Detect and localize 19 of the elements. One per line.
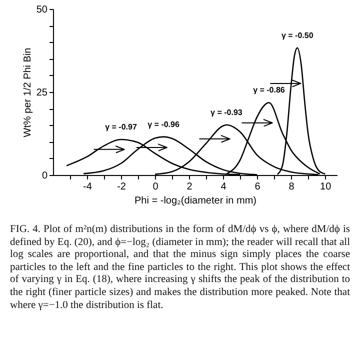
series-label: γ = -0.50 bbox=[281, 30, 314, 40]
x-tick-label: 2 bbox=[186, 182, 193, 192]
x-tick-label: 10 bbox=[320, 182, 332, 192]
x-axis-title: Phi = -log₂(diameter in mm) bbox=[134, 196, 256, 206]
legend-label: γ = -0.86 bbox=[253, 86, 286, 95]
y-tick-label: 0 bbox=[42, 170, 48, 182]
series-label: γ = -0.93 bbox=[210, 108, 243, 117]
x-tick-label: -2 bbox=[117, 182, 126, 192]
x-tick-label: 6 bbox=[254, 182, 261, 192]
x-tick-label: 4 bbox=[220, 182, 227, 192]
x-tick-label: 8 bbox=[288, 182, 295, 192]
x-tick-label: 0 bbox=[152, 182, 159, 192]
y-tick-label: 25 bbox=[36, 88, 48, 98]
caption: FIG. 4. Plot of m²n(m) distributions in the form of dM/dϕ vs ϕ, where dM/dϕ is defined by Eq. (20), and ϕ=−log₂ (diameter in mm); the reader will recall that all log scales are proportional, and that the minus sign simply places the coarse particles to the left and the fine particles to the right. This plot shows the effect of varying γ in Eq. (18), where increasing γ shifts the peak of the distribution to the right (finer particle sizes) and makes the distribution more peaked. Note that where γ=−1.0 the distribution is flat. bbox=[10, 224, 350, 312]
y-tick-label: 50 bbox=[36, 4, 48, 16]
series-label: γ = -0.96 bbox=[148, 120, 180, 129]
y-axis-title: Wt% per 1/2 Phi Bin bbox=[22, 48, 34, 138]
x-tick-label: -4 bbox=[83, 182, 92, 192]
series-label: γ = -0.97 bbox=[105, 122, 138, 132]
